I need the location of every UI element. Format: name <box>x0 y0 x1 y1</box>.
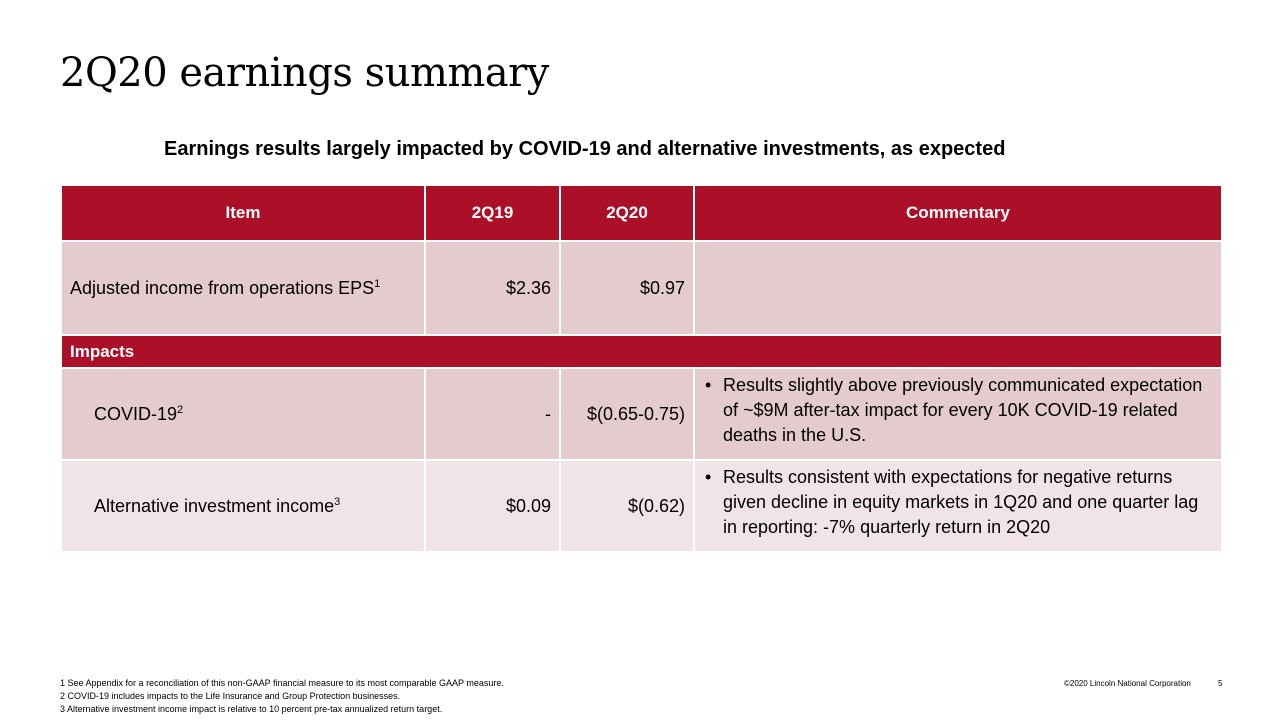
eps-2q19-value: $2.36 <box>424 240 561 336</box>
alt-2q19-value: $0.09 <box>424 459 561 553</box>
footnote-ref-2: 2 <box>177 403 184 416</box>
footnote-ref-1: 1 <box>374 277 381 290</box>
alt-commentary-cell: Results consistent with expectations for… <box>693 459 1223 553</box>
table-row-alternative-investment: Alternative investment income3 $0.09 $(0… <box>60 459 1223 553</box>
table-header-row: Item 2Q19 2Q20 Commentary <box>60 184 1223 242</box>
header-2q19: 2Q19 <box>424 184 561 242</box>
header-2q20: 2Q20 <box>559 184 695 242</box>
covid-item-label: COVID-19 <box>94 403 178 424</box>
slide-title: 2Q20 earnings summary <box>60 50 549 96</box>
alt-item-label: Alternative investment income <box>94 495 335 516</box>
copyright-text: ©2020 Lincoln National Corporation <box>1064 679 1191 688</box>
alt-2q20-value: $(0.62) <box>559 459 695 553</box>
earnings-summary-table: Item 2Q19 2Q20 Commentary Adjusted incom… <box>60 184 1223 553</box>
eps-commentary <box>693 240 1223 336</box>
header-commentary: Commentary <box>693 184 1223 242</box>
slide-subtitle: Earnings results largely impacted by COV… <box>164 138 1006 160</box>
covid-2q19-value: - <box>424 367 561 461</box>
covid-commentary-bullet: Results slightly above previously commun… <box>705 373 1213 448</box>
eps-item-label: Adjusted income from operations EPS <box>70 277 375 298</box>
covid-commentary-list: Results slightly above previously commun… <box>705 373 1213 448</box>
table-row-eps: Adjusted income from operations EPS1 $2.… <box>60 240 1223 336</box>
alt-commentary-bullet: Results consistent with expectations for… <box>705 465 1213 540</box>
footnote-ref-3: 3 <box>334 495 341 508</box>
page-number: 5 <box>1218 679 1223 688</box>
eps-item-cell: Adjusted income from operations EPS1 <box>60 240 426 336</box>
footnotes: 1 See Appendix for a reconciliation of t… <box>60 677 504 716</box>
table-row-impacts: Impacts <box>60 334 1223 369</box>
alt-commentary-list: Results consistent with expectations for… <box>705 465 1213 540</box>
covid-2q20-value: $(0.65-0.75) <box>559 367 695 461</box>
footnote-2: 2 COVID-19 includes impacts to the Life … <box>60 691 401 701</box>
covid-item-cell: COVID-192 <box>60 367 426 461</box>
table-row-covid: COVID-192 - $(0.65-0.75) Results slightl… <box>60 367 1223 461</box>
alt-item-cell: Alternative investment income3 <box>60 459 426 553</box>
footnote-1: 1 See Appendix for a reconciliation of t… <box>60 678 504 688</box>
header-item: Item <box>60 184 426 242</box>
eps-2q20-value: $0.97 <box>559 240 695 336</box>
impacts-section-label: Impacts <box>60 334 1223 369</box>
footnote-3: 3 Alternative investment income impact i… <box>60 704 443 714</box>
covid-commentary-cell: Results slightly above previously commun… <box>693 367 1223 461</box>
